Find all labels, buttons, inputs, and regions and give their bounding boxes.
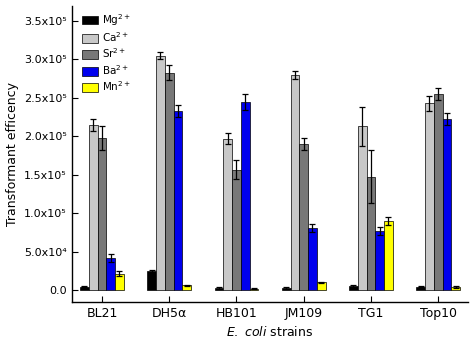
Bar: [425, 104, 434, 290]
Bar: [89, 125, 98, 290]
Bar: [106, 258, 115, 290]
Bar: [173, 111, 182, 290]
Bar: [165, 72, 173, 290]
Bar: [451, 287, 460, 290]
Bar: [416, 287, 425, 290]
Bar: [291, 75, 300, 290]
Legend: Mg$^{2+}$, Ca$^{2+}$, Sr$^{2+}$, Ba$^{2+}$, Mn$^{2+}$: Mg$^{2+}$, Ca$^{2+}$, Sr$^{2+}$, Ba$^{2+…: [81, 11, 132, 94]
Bar: [300, 144, 308, 290]
Bar: [182, 285, 191, 290]
Bar: [98, 138, 106, 290]
Bar: [317, 283, 326, 290]
Y-axis label: Transformant efficency: Transformant efficency: [6, 82, 18, 226]
Bar: [80, 287, 89, 290]
Bar: [241, 102, 250, 290]
Bar: [434, 94, 443, 290]
Bar: [443, 119, 451, 290]
Bar: [223, 139, 232, 290]
Bar: [115, 274, 124, 290]
Bar: [384, 221, 393, 290]
Bar: [147, 271, 156, 290]
Bar: [232, 170, 241, 290]
Bar: [366, 177, 375, 290]
Bar: [156, 56, 165, 290]
Bar: [215, 288, 223, 290]
Bar: [282, 288, 291, 290]
Bar: [349, 286, 358, 290]
Bar: [250, 288, 258, 290]
Bar: [358, 127, 366, 290]
X-axis label: $\it{E.}$ $\it{coli}$ strains: $\it{E.}$ $\it{coli}$ strains: [227, 325, 314, 339]
Bar: [375, 231, 384, 290]
Bar: [308, 228, 317, 290]
